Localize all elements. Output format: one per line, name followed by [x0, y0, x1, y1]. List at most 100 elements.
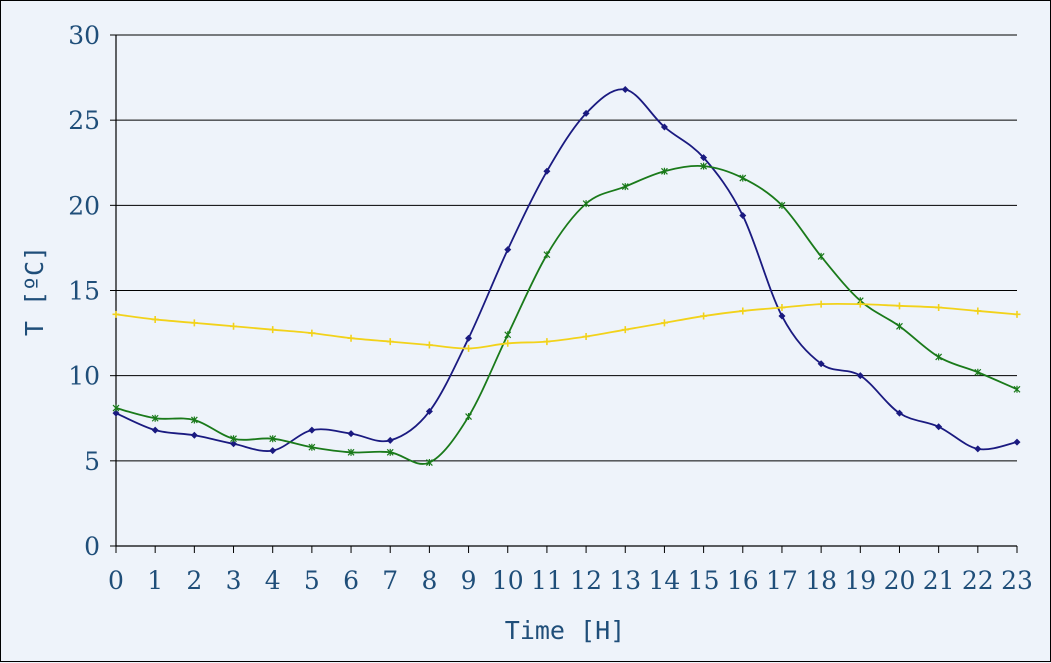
- data-point: [386, 436, 394, 444]
- data-point: [895, 409, 903, 417]
- data-point: [230, 440, 238, 448]
- data-point: [778, 201, 786, 209]
- x-tick-label: 8: [421, 566, 437, 595]
- data-point: [151, 426, 159, 434]
- series-line: [115, 302, 1018, 350]
- series-2: [112, 162, 1021, 467]
- data-point: [543, 338, 551, 346]
- data-point: [269, 435, 277, 443]
- y-tick-label: 30: [68, 21, 100, 50]
- data-point: [778, 304, 786, 312]
- x-tick-label: 23: [1001, 566, 1033, 595]
- series-1: [112, 86, 1021, 455]
- x-tick-label: 17: [766, 566, 798, 595]
- data-point: [347, 448, 355, 456]
- data-point: [621, 86, 629, 94]
- x-tick-label: 21: [923, 566, 955, 595]
- data-point: [112, 310, 120, 318]
- data-point: [896, 322, 903, 330]
- data-point: [700, 162, 708, 170]
- data-point: [935, 353, 943, 361]
- data-point: [661, 167, 668, 175]
- data-point: [935, 423, 943, 431]
- x-tick-label: 15: [688, 566, 720, 595]
- data-point: [112, 409, 120, 417]
- data-point: [386, 338, 394, 346]
- data-point: [582, 332, 590, 340]
- x-tick-label: 22: [962, 566, 994, 595]
- data-point: [347, 430, 355, 438]
- data-point: [817, 300, 825, 308]
- data-point: [308, 329, 316, 337]
- y-tick-label: 15: [68, 277, 100, 306]
- x-tick-label: 11: [531, 566, 563, 595]
- data-point: [347, 334, 355, 342]
- data-point: [504, 246, 512, 254]
- data-point: [504, 339, 512, 347]
- data-point: [739, 174, 747, 182]
- x-tick-label: 12: [570, 566, 602, 595]
- y-axis-title: T [ºC]: [20, 246, 49, 336]
- data-point: [935, 304, 943, 312]
- x-tick-label: 20: [884, 566, 916, 595]
- data-point: [817, 360, 825, 368]
- data-point: [190, 431, 198, 439]
- x-tick-label: 5: [304, 566, 320, 595]
- y-tick-label: 5: [84, 447, 100, 476]
- x-tick-label: 14: [649, 566, 681, 595]
- series-line: [115, 165, 1018, 465]
- series-line: [115, 88, 1018, 452]
- data-point: [230, 435, 237, 443]
- y-tick-labels: 0 5 10 15 20 25 30: [68, 21, 100, 561]
- data-point: [269, 447, 277, 455]
- x-tick-label: 2: [186, 566, 202, 595]
- x-tick-label: 0: [108, 566, 124, 595]
- data-point: [230, 322, 238, 330]
- data-point: [543, 251, 551, 259]
- data-point: [856, 372, 864, 380]
- data-point: [308, 443, 316, 451]
- data-point: [700, 154, 708, 162]
- data-point: [151, 414, 159, 422]
- series-3: [112, 300, 1021, 352]
- x-tick-label: 4: [265, 566, 281, 595]
- x-tick-label: 10: [492, 566, 524, 595]
- data-point: [386, 448, 394, 456]
- axes: [110, 34, 1018, 553]
- gridlines: [116, 34, 1017, 462]
- data-point: [504, 331, 512, 339]
- data-point: [1013, 438, 1021, 446]
- data-point: [308, 426, 316, 434]
- data-point: [425, 407, 433, 415]
- data-point: [190, 319, 198, 327]
- data-point: [739, 212, 747, 220]
- data-point: [465, 344, 473, 352]
- x-tick-labels: 0 1 2 3 4 5 6 7 8 9 10 11 12 13 14 15 16 17 18 19 20 21 22 23: [108, 566, 1033, 595]
- data-point: [974, 307, 982, 315]
- data-point: [856, 300, 864, 308]
- data-point: [1013, 385, 1021, 393]
- data-point: [817, 252, 825, 260]
- x-tick-label: 3: [226, 566, 242, 595]
- y-tick-label: 10: [68, 362, 100, 391]
- data-point: [974, 445, 982, 453]
- data-point: [621, 326, 629, 334]
- x-tick-label: 1: [147, 566, 163, 595]
- data-point: [269, 326, 277, 334]
- data-point: [621, 183, 629, 191]
- data-point: [465, 413, 472, 421]
- data-point: [974, 368, 982, 376]
- x-tick-label: 6: [343, 566, 359, 595]
- data-point: [543, 167, 551, 175]
- data-point: [425, 341, 433, 349]
- data-point: [895, 302, 903, 310]
- series-layer: [112, 86, 1021, 467]
- data-point: [582, 109, 590, 117]
- data-point: [112, 404, 120, 412]
- data-point: [660, 319, 668, 327]
- data-point: [465, 334, 473, 342]
- data-point: [700, 312, 708, 320]
- data-point: [425, 459, 433, 467]
